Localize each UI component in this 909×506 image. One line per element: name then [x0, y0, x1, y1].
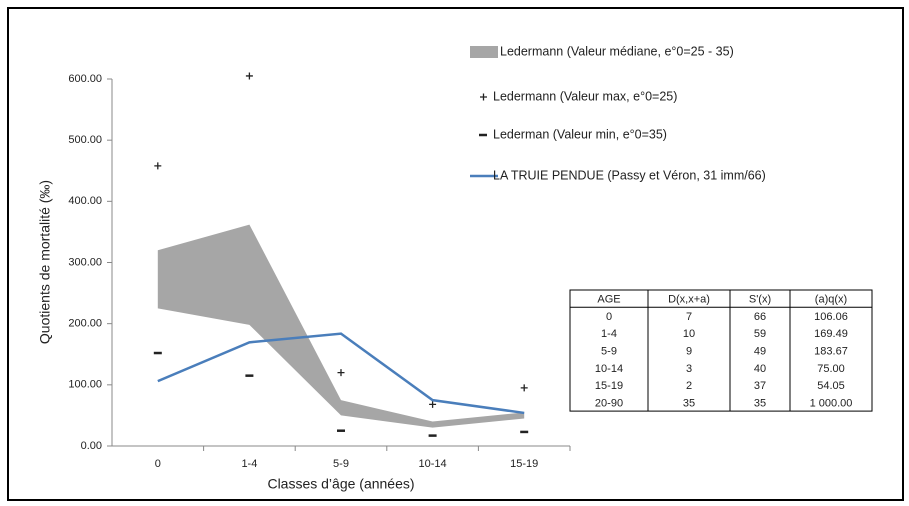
table-cell: 10: [683, 328, 695, 340]
table-cell: 169.49: [814, 328, 848, 340]
x-tick-label: 10-14: [419, 458, 447, 470]
table-cell: 10-14: [595, 363, 623, 375]
band-area: [157, 224, 525, 428]
frame: [7, 7, 904, 501]
max-marker: [337, 369, 345, 377]
table-cell: 7: [686, 311, 692, 323]
table-cell: D(x,x+a): [668, 294, 710, 306]
y-tick-label: 100.00: [68, 379, 102, 391]
x-tick-label: 15-19: [510, 458, 538, 470]
y-tick-label: 0.00: [81, 440, 102, 452]
legend-label: Lederman (Valeur min, e°0=35): [493, 127, 667, 141]
table-cell: 5-9: [601, 345, 617, 357]
table-cell: 9: [686, 345, 692, 357]
table-cell: 37: [754, 380, 766, 392]
table-cell: 20-90: [595, 397, 623, 409]
y-tick-label: 300.00: [68, 256, 102, 268]
table-cell: 75.00: [817, 363, 845, 375]
table-cell: 1-4: [601, 328, 617, 340]
table-cell: 3: [686, 363, 692, 375]
legend-swatch: [470, 46, 498, 58]
table-cell: 40: [754, 363, 766, 375]
table-cell: 15-19: [595, 380, 623, 392]
table-cell: 66: [754, 311, 766, 323]
legend-label: Ledermann (Valeur médiane, e°0=25 - 35): [500, 44, 734, 58]
y-tick-label: 600.00: [68, 73, 102, 85]
y-axis-label: Quotients de mortalité (‰): [37, 180, 53, 344]
x-axis-label: Classes d’âge (années): [267, 476, 414, 492]
table-cell: 59: [754, 328, 766, 340]
table-cell: 0: [606, 311, 612, 323]
table-border: [569, 289, 873, 412]
table-cell: 54.05: [817, 380, 845, 392]
table-cell: 1 000.00: [810, 397, 853, 409]
table-cell: (a)q(x): [815, 294, 847, 306]
x-tick-label: 0: [155, 458, 161, 470]
y-tick-label: 400.00: [68, 195, 102, 207]
max-marker: [154, 162, 162, 170]
legend-label: Ledermann (Valeur max, e°0=25): [493, 89, 677, 103]
max-marker: [520, 384, 528, 392]
x-tick-label: 1-4: [241, 458, 257, 470]
max-marker: [245, 72, 253, 80]
table-cell: 49: [754, 345, 766, 357]
table-cell: 106.06: [814, 311, 848, 323]
max-marker: [429, 400, 437, 408]
y-tick-label: 500.00: [68, 134, 102, 146]
series-line: [157, 332, 525, 415]
table-cell: 35: [683, 397, 695, 409]
legend-marker: [480, 93, 487, 101]
table-cell: S'(x): [749, 294, 771, 306]
x-tick-label: 5-9: [333, 458, 349, 470]
table-cell: 183.67: [814, 345, 848, 357]
table-cell: 35: [754, 397, 766, 409]
legend-label: LA TRUIE PENDUE (Passy et Véron, 31 imm/…: [493, 168, 766, 182]
y-tick-label: 200.00: [68, 318, 102, 330]
table-cell: 2: [686, 380, 692, 392]
table-cell: AGE: [597, 294, 620, 306]
